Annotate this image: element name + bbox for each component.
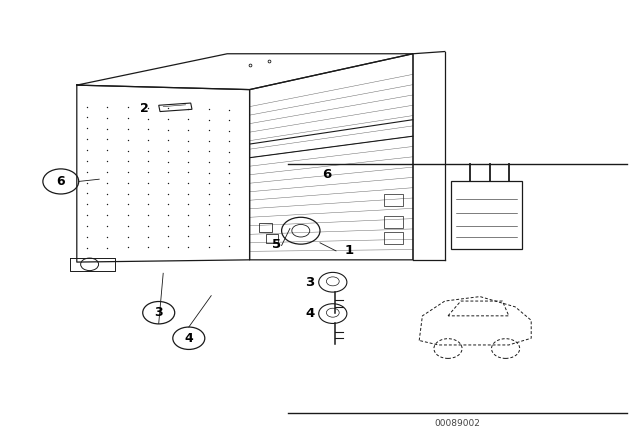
Text: 1: 1 <box>344 244 353 258</box>
Text: 3: 3 <box>305 276 314 289</box>
Text: 2: 2 <box>140 102 149 115</box>
Text: 6: 6 <box>322 168 331 181</box>
Text: 6: 6 <box>56 175 65 188</box>
Text: 5: 5 <box>272 237 281 251</box>
Text: 4: 4 <box>305 307 314 320</box>
Text: 00089002: 00089002 <box>435 419 481 428</box>
Text: 4: 4 <box>184 332 193 345</box>
Text: 3: 3 <box>154 306 163 319</box>
